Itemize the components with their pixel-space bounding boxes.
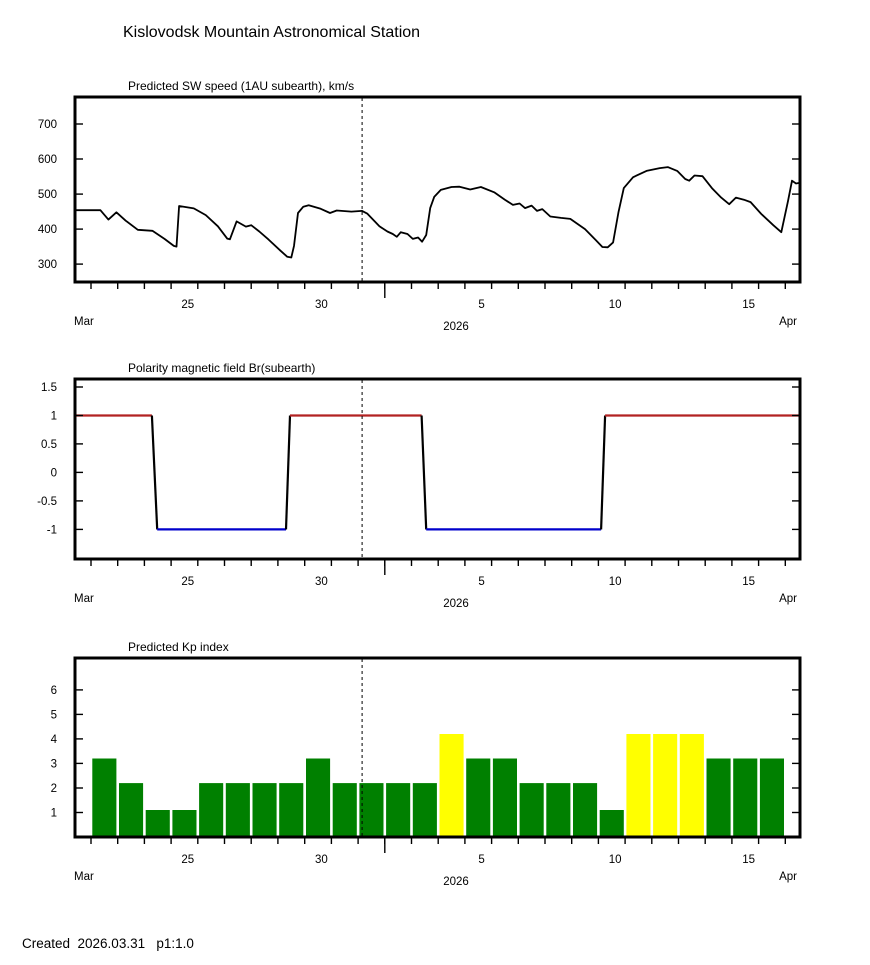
- kp-bar: [359, 783, 384, 837]
- kp-index-chart: Predicted Kp index 1 2 3 4 5 6 25 30 5 10 15 Mar Apr 2…: [51, 640, 802, 888]
- year-label: 2026: [443, 321, 469, 333]
- month-label-right: Apr: [779, 316, 797, 328]
- kp-bar: [279, 783, 304, 837]
- chart-frame: [73, 377, 802, 561]
- polarity-transition: [150, 415, 159, 530]
- y-tick-label: 6: [51, 685, 57, 697]
- year-label: 2026: [443, 876, 469, 888]
- kp-bar: [306, 758, 331, 837]
- month-label-left: Mar: [74, 316, 94, 328]
- kp-bar: [332, 783, 357, 837]
- x-tick-label: 25: [181, 299, 194, 311]
- x-tick-label: 30: [315, 576, 328, 588]
- x-tick-label: 15: [742, 576, 755, 588]
- y-tick-label: 1: [51, 808, 57, 820]
- y-tick-label: 700: [38, 119, 57, 131]
- kp-bar: [386, 783, 411, 837]
- kp-bar: [92, 758, 117, 837]
- y-tick-label: 2: [51, 783, 57, 795]
- y-tick-label: 0: [51, 467, 57, 479]
- chart-title: Predicted SW speed (1AU subearth), km/s: [128, 79, 354, 93]
- x-tick-label: 15: [742, 299, 755, 311]
- polarity-transition: [420, 415, 428, 530]
- created-footer: Created 2026.03.31 p1:1.0: [22, 936, 194, 951]
- kp-bar: [679, 734, 704, 837]
- kp-bar: [119, 783, 144, 837]
- y-tick-label: -1: [47, 524, 57, 536]
- sw-speed-line: [75, 166, 801, 259]
- kp-bar: [252, 783, 277, 837]
- y-tick-label: 3: [51, 758, 57, 770]
- y-tick-label: 1.5: [41, 382, 57, 394]
- x-tick-label: 10: [609, 576, 622, 588]
- month-label-left: Mar: [74, 871, 94, 883]
- year-label: 2026: [443, 598, 469, 610]
- kp-bar: [599, 810, 624, 837]
- y-tick-label: 0.5: [41, 439, 57, 451]
- x-tick-label: 30: [315, 854, 328, 866]
- kp-bar: [573, 783, 598, 837]
- y-tick-label: 300: [38, 259, 57, 271]
- kp-bar: [199, 783, 224, 837]
- month-label-right: Apr: [779, 593, 797, 605]
- kp-bar: [225, 783, 250, 837]
- kp-bar: [653, 734, 678, 837]
- x-tick-label: 25: [181, 854, 194, 866]
- page-title: Kislovodsk Mountain Astronomical Station: [123, 24, 421, 41]
- kp-bar: [439, 734, 464, 837]
- y-tick-label: 500: [38, 189, 57, 201]
- chart-frame: [73, 656, 802, 839]
- month-label-right: Apr: [779, 871, 797, 883]
- kp-bar: [412, 783, 437, 837]
- y-tick-label: 4: [51, 734, 58, 746]
- x-tick-label: 25: [181, 576, 194, 588]
- kp-bar: [733, 758, 758, 837]
- kp-bar: [706, 758, 731, 837]
- x-tick-label: 5: [478, 299, 484, 311]
- chart-frame: [73, 95, 802, 284]
- kp-bar: [626, 734, 651, 837]
- kp-bar: [172, 810, 197, 837]
- x-tick-label: 10: [609, 854, 622, 866]
- polarity-chart: Polarity magnetic field Br(subearth) -1 -0…: [37, 361, 802, 610]
- y-tick-label: -0.5: [37, 496, 57, 508]
- kp-bar: [466, 758, 491, 837]
- y-tick-label: 400: [38, 224, 57, 236]
- x-tick-label: 5: [478, 854, 484, 866]
- kp-bar: [145, 810, 170, 837]
- polarity-transition: [284, 415, 292, 530]
- y-tick-label: 5: [51, 709, 57, 721]
- chart-title: Predicted Kp index: [128, 640, 229, 654]
- y-tick-label: 1: [51, 411, 57, 423]
- sw-speed-chart: Predicted SW speed (1AU subearth), km/s 3…: [38, 79, 802, 333]
- kp-bar: [519, 783, 544, 837]
- kp-bar: [759, 758, 784, 837]
- x-tick-label: 10: [609, 299, 622, 311]
- polarity-transition: [600, 415, 607, 530]
- kp-bar: [546, 783, 571, 837]
- kp-bar: [492, 758, 517, 837]
- month-label-left: Mar: [74, 593, 94, 605]
- x-tick-label: 30: [315, 299, 328, 311]
- y-tick-label: 600: [38, 154, 57, 166]
- x-tick-label: 15: [742, 854, 755, 866]
- chart-title: Polarity magnetic field Br(subearth): [128, 361, 315, 375]
- x-tick-label: 5: [478, 576, 484, 588]
